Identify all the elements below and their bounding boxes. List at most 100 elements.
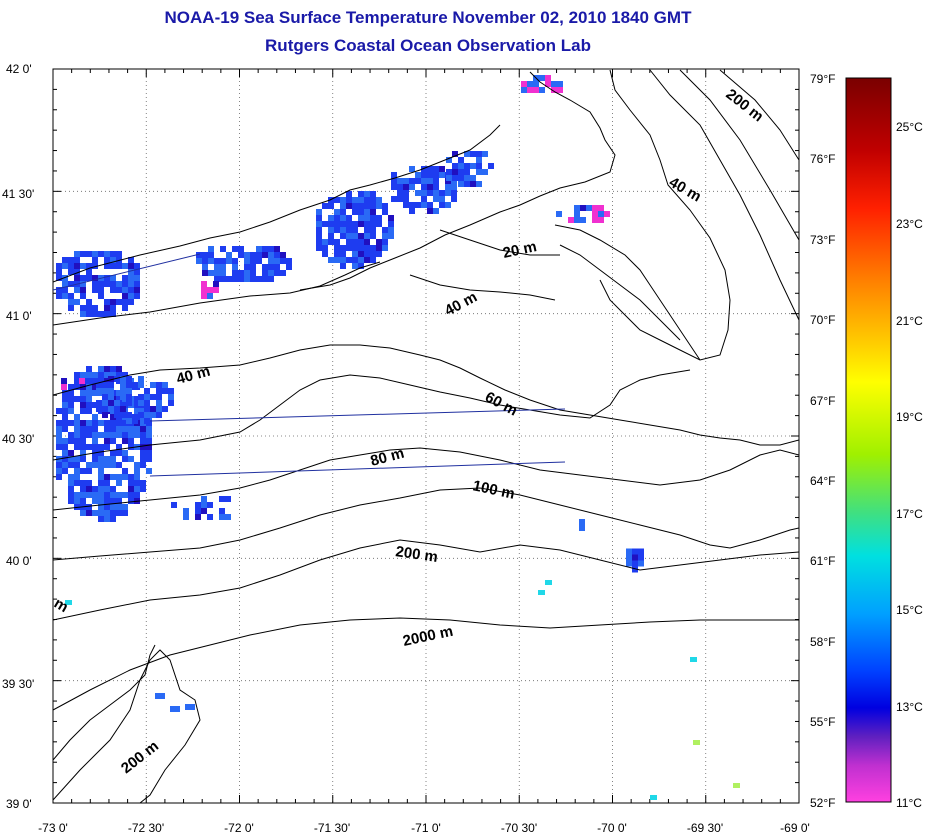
lat-label: 42 0' [6,62,32,76]
sst-pixel [370,257,376,263]
sst-pixel [346,197,352,203]
sst-pixel [126,376,132,382]
sst-pixel [110,456,116,462]
sst-pixel [427,190,433,196]
sst-pixel [92,390,98,396]
sst-pixel [201,496,207,502]
sst-pixel [445,190,451,196]
sst-pixel [134,402,140,408]
sst-pixel [340,203,346,209]
sst-pixel [80,293,86,299]
sst-pixel [104,426,110,432]
sst-pixel [68,480,74,486]
sst-pixel [110,516,116,522]
sst-pixel [74,426,80,432]
sst-pixel [262,252,268,258]
sst-pixel [86,299,92,305]
sst-pixel [388,221,394,227]
sst-pixel [74,251,80,257]
sst-pixel [120,394,126,400]
sst-pixel [68,408,74,414]
sst-pixel [458,175,464,181]
sst-pixel [445,184,451,190]
sst-pixel [74,372,80,378]
sst-pixel [116,432,122,438]
sst-pixel [104,510,110,516]
sst-pixel [334,209,340,215]
sst-pixel [220,276,226,282]
sst-pixel [352,257,358,263]
sst-pixel [604,211,610,217]
sst-pixel [134,396,140,402]
sst-pixel [162,388,168,394]
sst-pixel [56,275,62,281]
sst-pixel [98,311,104,317]
sst-pixel [74,474,80,480]
sst-pixel [80,251,86,257]
sst-pixel [201,281,207,287]
sst-pixel [346,257,352,263]
sst-pixel [352,221,358,227]
sst-pixel [352,251,358,257]
sst-pixel [110,432,116,438]
sst-pixel [92,287,98,293]
map-title: NOAA-19 Sea Surface Temperature November… [164,8,692,27]
celsius-label: 23°C [896,217,923,231]
sst-pixel [56,444,62,450]
sst-pixel [140,462,146,468]
sst-pixel [439,166,445,172]
celsius-label: 15°C [896,603,923,617]
sst-pixel [171,502,177,508]
sst-pixel [340,233,346,239]
sst-pixel [98,516,104,522]
sst-pixel [110,275,116,281]
sst-pixel [626,554,632,561]
sst-pixel [201,502,207,508]
sst-pixel [150,406,156,412]
sst-pixel [433,208,439,214]
sst-pixel [116,372,122,378]
sst-pixel [122,372,128,378]
sst-pixel [92,384,98,390]
sst-pixel [98,504,104,510]
sst-pixel [476,163,482,169]
sst-pixel [110,257,116,263]
sst-pixel [433,196,439,202]
sst-pixel [446,175,452,181]
sst-pixel [556,211,562,217]
sst-pixel [579,519,585,525]
sst-pixel [104,305,110,311]
sst-pixel [56,438,62,444]
sst-pixel [452,175,458,181]
sst-pixel [322,245,328,251]
sst-pixel [256,276,262,282]
sst-pixel [92,402,98,408]
sst-pixel [104,486,110,492]
sst-pixel [104,462,110,468]
sst-pixel [650,795,657,800]
sst-pixel [322,239,328,245]
sst-pixel [328,215,334,221]
sst-pixel [358,251,364,257]
sst-pixel [352,197,358,203]
sst-pixel [340,197,346,203]
sst-pixel [144,418,150,424]
sst-pixel [116,299,122,305]
sst-pixel [427,166,433,172]
sst-pixel [328,221,334,227]
sst-pixel [580,205,586,211]
sst-pixel [358,191,364,197]
sst-pixel [195,502,201,508]
sst-pixel [170,706,180,712]
sst-pixel [98,378,104,384]
sst-pixel [138,382,144,388]
sst-pixel [116,287,122,293]
sst-pixel [110,450,116,456]
sst-pixel [74,492,80,498]
lon-label: -70 0' [597,821,627,835]
contour-label: 20 m [501,238,538,262]
sst-pixel [74,462,80,468]
sst-pixel [250,270,256,276]
sst-pixel [104,516,110,522]
sst-pixel [102,394,108,400]
